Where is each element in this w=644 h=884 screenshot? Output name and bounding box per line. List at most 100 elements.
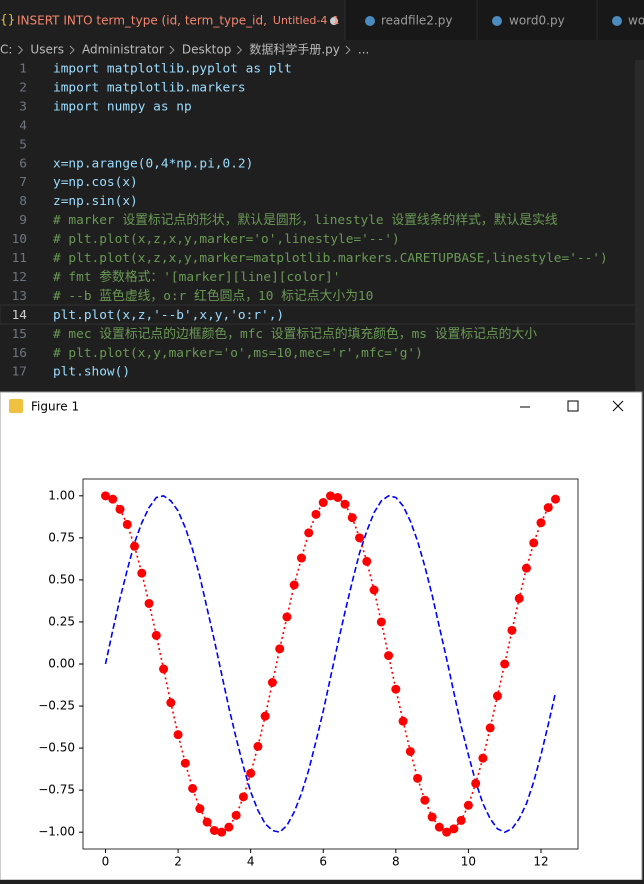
marker xyxy=(442,827,452,837)
line-number: 13 xyxy=(12,289,27,304)
tab-title[interactable]: word0.py xyxy=(509,14,565,28)
marker xyxy=(405,746,415,756)
marker xyxy=(267,678,277,687)
marker xyxy=(260,711,270,721)
x-tick-label: 10 xyxy=(461,855,476,869)
marker xyxy=(543,503,553,513)
marker xyxy=(492,691,502,701)
line-number: 11 xyxy=(12,251,27,266)
x-tick-label: 6 xyxy=(319,855,327,869)
marker xyxy=(478,753,488,763)
code-line: # plt.plot(x,z,x,y,marker='o',linestyle=… xyxy=(53,232,400,247)
marker xyxy=(180,758,190,768)
marker xyxy=(434,822,444,832)
marker xyxy=(485,723,495,733)
tab-title[interactable]: wo xyxy=(628,14,644,28)
tab-icon: {} xyxy=(0,13,15,27)
y-tick-label: 0.00 xyxy=(48,657,75,671)
marker xyxy=(326,491,335,501)
code-line: # mec 设置标记点的边框颜色，mfc 设置标记点的填充颜色，ms 设置标记点… xyxy=(53,326,537,342)
marker xyxy=(224,822,234,832)
breadcrumb[interactable]: Desktop xyxy=(182,43,232,57)
code-line: # marker 设置标记点的形状，默认是圆形，linestyle 设置线条的样… xyxy=(53,212,558,228)
marker xyxy=(318,498,328,508)
marker xyxy=(551,494,560,504)
breadcrumb[interactable]: Users xyxy=(30,43,64,57)
marker xyxy=(311,509,321,519)
marker xyxy=(296,553,306,563)
line-number: 16 xyxy=(12,346,27,361)
marker xyxy=(130,541,140,551)
code-line: plt.plot(x,z,'--b',x,y,'o:r',) xyxy=(53,308,284,323)
marker xyxy=(427,812,437,822)
code-line: y=np.cos(x) xyxy=(53,175,138,190)
marker xyxy=(159,664,169,674)
y-tick-label: 0.50 xyxy=(48,572,75,586)
marker xyxy=(398,716,408,726)
marker xyxy=(202,817,212,827)
code-line: plt.show() xyxy=(53,365,130,380)
marker xyxy=(231,810,241,820)
py-icon xyxy=(612,16,622,26)
marker xyxy=(238,792,248,802)
marker xyxy=(289,580,299,590)
x-tick-label: 8 xyxy=(392,855,400,869)
marker xyxy=(536,518,546,528)
close-button[interactable] xyxy=(612,400,624,412)
marker xyxy=(355,533,365,543)
marker xyxy=(101,491,110,501)
maximize-button[interactable] xyxy=(567,400,579,412)
marker xyxy=(253,741,263,751)
marker xyxy=(471,778,481,788)
marker xyxy=(108,494,118,504)
scrollbar xyxy=(635,60,644,580)
code-line: z=np.sin(x) xyxy=(53,194,138,209)
code-line: import matplotlib.markers xyxy=(53,80,246,95)
breadcrumb[interactable]: 数据科学手册.py xyxy=(249,42,340,57)
current-line xyxy=(0,304,644,325)
line-number: 6 xyxy=(19,156,27,171)
code-line: # plt.plot(x,z,x,y,marker=matplotlib.mar… xyxy=(53,251,608,266)
breadcrumb[interactable]: ... xyxy=(358,43,369,57)
y-tick-label: 1.00 xyxy=(48,488,75,502)
marker xyxy=(391,684,401,694)
marker xyxy=(500,659,510,669)
breadcrumb[interactable]: Administrator xyxy=(82,43,164,57)
tab-file: Untitled-4 xyxy=(273,14,327,27)
marker xyxy=(369,585,379,595)
y-tick-label: −1.00 xyxy=(38,825,75,839)
breadcrumb[interactable]: C: xyxy=(0,43,12,57)
line-number: 8 xyxy=(19,194,27,209)
marker xyxy=(137,568,147,578)
tab-title[interactable]: readfile2.py xyxy=(381,14,452,28)
active-tab[interactable] xyxy=(0,0,345,40)
x-tick-label: 4 xyxy=(247,855,255,869)
marker xyxy=(456,815,466,825)
line-number: 9 xyxy=(19,213,27,228)
py-icon xyxy=(365,16,375,26)
marker xyxy=(514,593,524,603)
marker xyxy=(173,730,183,740)
line-number: 14 xyxy=(12,308,28,323)
line-number: 2 xyxy=(19,80,27,95)
figure-icon xyxy=(9,399,23,413)
marker xyxy=(529,538,539,548)
marker xyxy=(507,625,517,635)
editor xyxy=(0,60,644,392)
code-line: import matplotlib.pyplot as plt xyxy=(53,62,292,77)
marker xyxy=(333,493,343,502)
marker xyxy=(166,698,176,708)
tab-title[interactable]: INSERT INTO term_type (id, term_type_id, xyxy=(17,14,267,28)
marker xyxy=(376,617,386,627)
marker xyxy=(413,773,423,783)
y-tick-label: 0.25 xyxy=(48,614,75,628)
tab-badge: 1 xyxy=(332,14,339,27)
breadcrumb-sep xyxy=(69,45,75,55)
x-tick-label: 2 xyxy=(174,855,182,869)
breadcrumb-sep xyxy=(169,45,175,55)
py-icon xyxy=(492,16,502,26)
line-number: 3 xyxy=(19,99,27,114)
marker xyxy=(340,499,350,509)
